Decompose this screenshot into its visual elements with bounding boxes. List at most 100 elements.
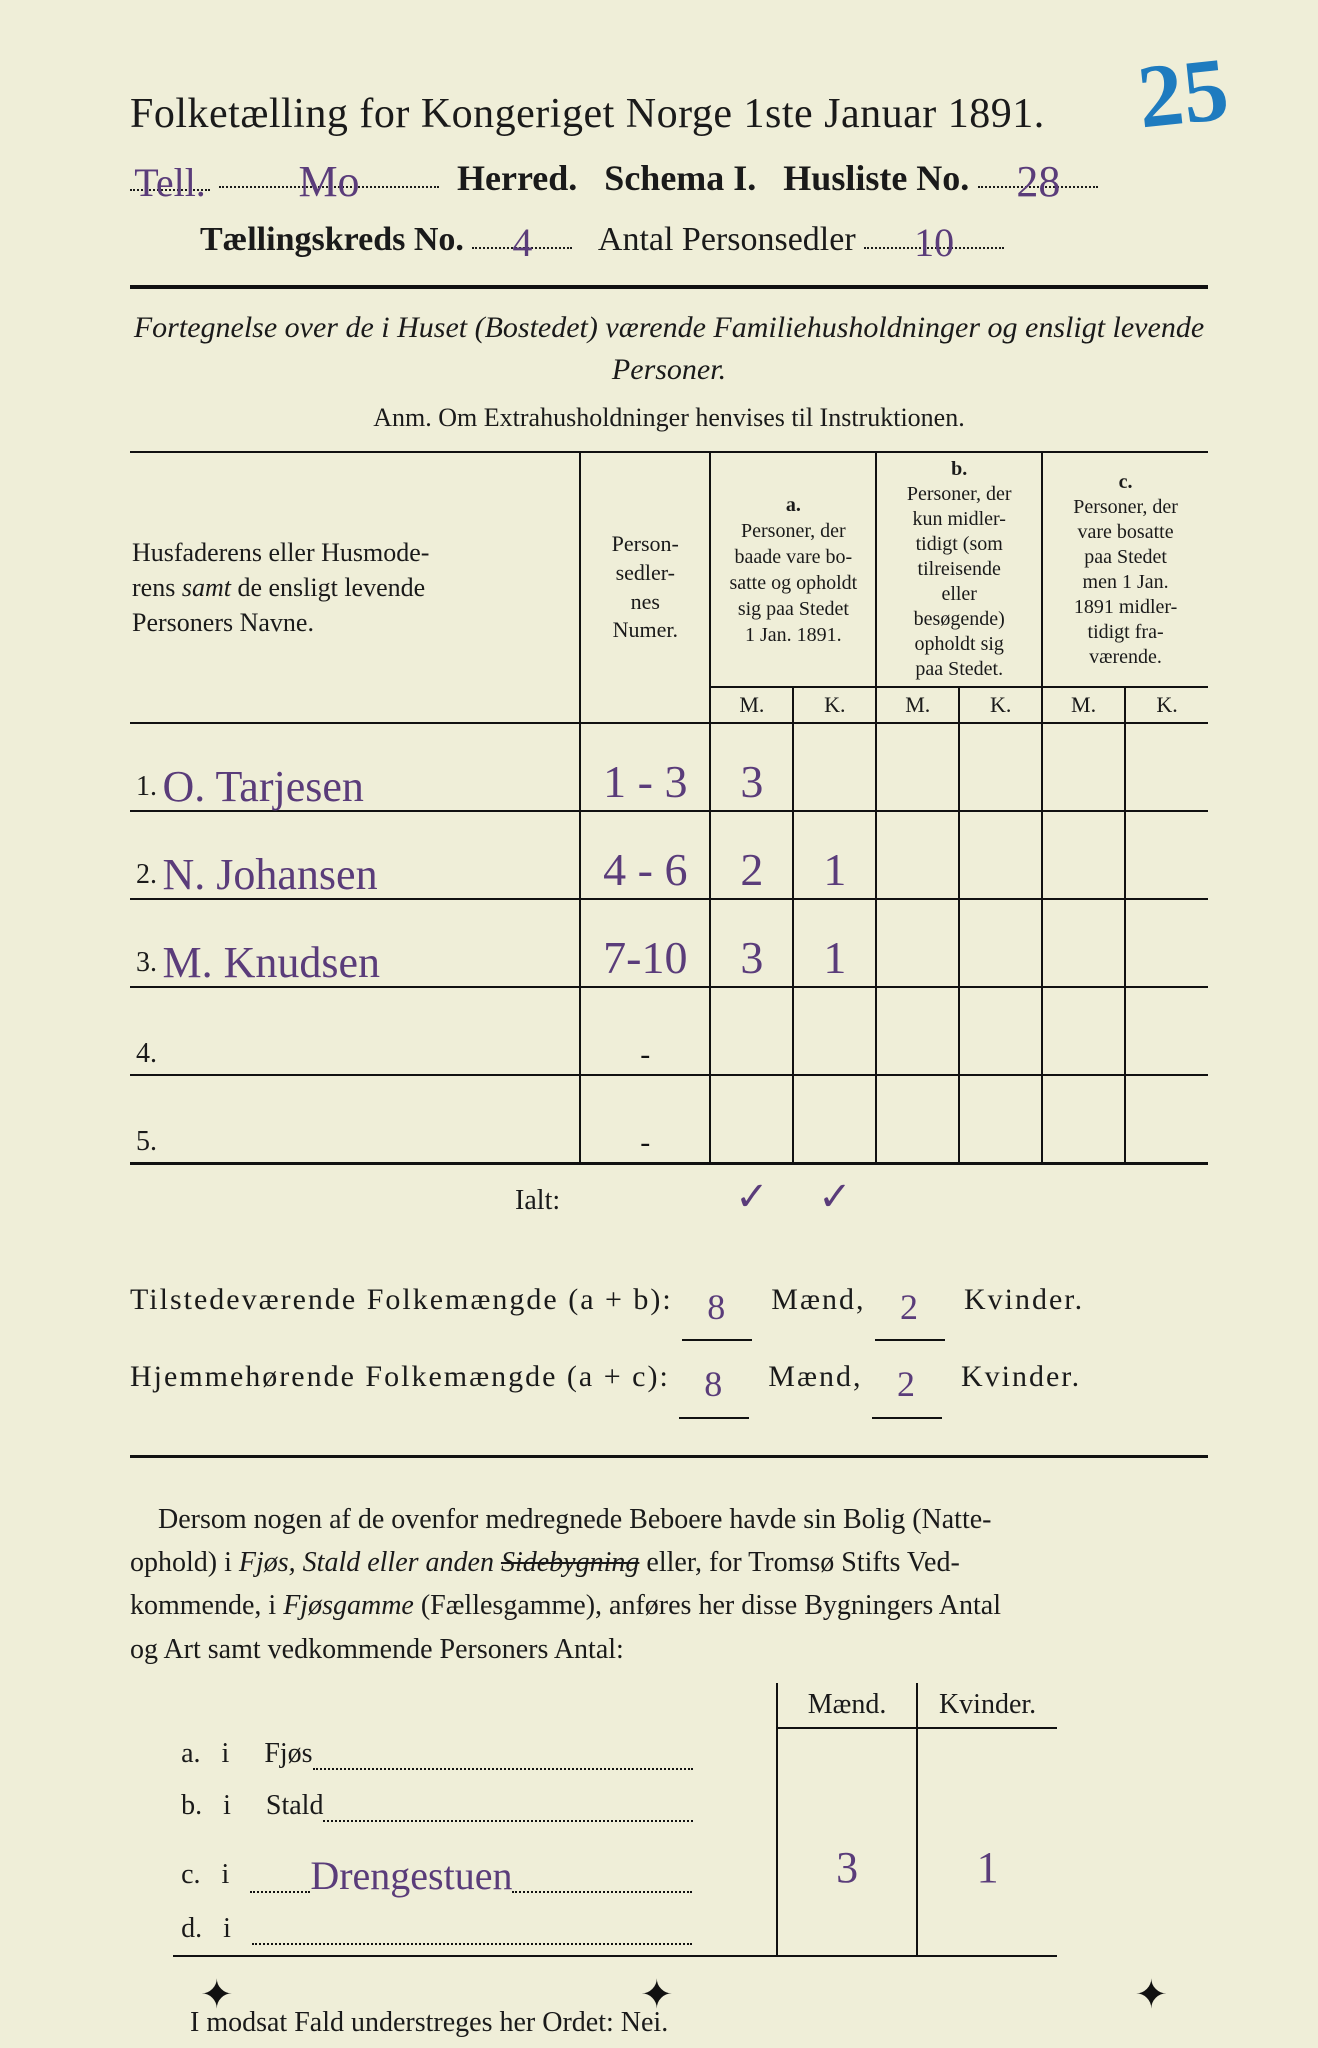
- kreds-label: Tællingskreds No.: [200, 221, 464, 258]
- total-ab-label: Tilstedeværende Folkemængde (a + b):: [130, 1283, 673, 1316]
- table-row: 3. M. Knudsen 7-10 3 1: [130, 899, 1208, 987]
- row-a-m: 2: [710, 811, 793, 899]
- row-c-m: [1042, 811, 1125, 899]
- lower-label: Fjøs: [264, 1738, 312, 1769]
- col-b-text: Personer, derkun midler-tidigt (somtilre…: [907, 483, 1012, 680]
- row-num: 4.: [136, 1038, 157, 1069]
- divider-1: [130, 285, 1208, 289]
- lower-key: d.: [181, 1913, 202, 1944]
- lower-key: c.: [181, 1859, 200, 1890]
- tick-mark: ✓: [793, 1163, 876, 1224]
- col-a-text: Personer, derbaade vare bo-satte og opho…: [729, 520, 857, 646]
- row-c-k: [1125, 811, 1208, 899]
- lower-k: [917, 1728, 1057, 1780]
- lower-key: b.: [181, 1790, 202, 1821]
- row-c-m: [1042, 723, 1125, 811]
- row-c-k: [1125, 723, 1208, 811]
- lower-table: Mænd. Kvinder. a. i Fjøs b. i Stald c. i…: [173, 1683, 1057, 1957]
- lower-label: Stald: [266, 1790, 324, 1821]
- row-b-m: [876, 899, 959, 987]
- kreds-line: Tællingskreds No. 4 Antal Personsedler 1…: [130, 213, 1208, 259]
- husliste-label: Husliste No.: [783, 158, 969, 198]
- row-b-k: [959, 723, 1042, 811]
- maend-label: Mænd,: [771, 1283, 865, 1316]
- divider-2: [130, 1455, 1208, 1458]
- lower-k: 1: [917, 1832, 1057, 1903]
- sub-b-m: M.: [876, 687, 959, 723]
- row-a-k: [793, 723, 876, 811]
- lower-k: [917, 1780, 1057, 1832]
- col-a-label: a.: [786, 494, 801, 516]
- sub-a-k: K.: [793, 687, 876, 723]
- antal-value: 10: [914, 219, 954, 266]
- registration-mark: ✦: [200, 1971, 234, 2018]
- ialt-label: Ialt:: [130, 1163, 580, 1224]
- row-name: O. Tarjesen: [163, 761, 364, 812]
- total-ac-label: Hjemmehørende Folkemængde (a + c):: [130, 1360, 670, 1393]
- registration-mark: ✦: [640, 1971, 674, 2018]
- lower-row: a. i Fjøs: [173, 1728, 1057, 1780]
- lower-m: [777, 1780, 917, 1832]
- row-c-k: [1125, 899, 1208, 987]
- lower-fill: Drengestuen: [310, 1852, 512, 1899]
- herred-value: Mo: [298, 156, 359, 207]
- lower-m: [777, 1728, 917, 1780]
- row-a-m: 3: [710, 723, 793, 811]
- row-personsedler: 7-10: [580, 899, 710, 987]
- lower-i: i: [223, 1913, 231, 1944]
- kvinder-label: Kvinder.: [961, 1360, 1081, 1393]
- sub-c-m: M.: [1042, 687, 1125, 723]
- household-table: Husfaderens eller Husmode-rens samt de e…: [130, 451, 1208, 1224]
- antal-label: Antal Personsedler: [598, 221, 856, 258]
- lower-row: c. i Drengestuen 3 1: [173, 1832, 1057, 1903]
- lower-m: 3: [777, 1832, 917, 1903]
- sub-a-m: M.: [710, 687, 793, 723]
- col-num-header: Person-sedler-nesNumer.: [580, 452, 710, 723]
- lower-i: i: [223, 1790, 231, 1821]
- total-ab-k: 2: [900, 1270, 920, 1346]
- kvinder-label: Kvinder.: [964, 1283, 1084, 1316]
- content-area: Folketælling for Kongeriget Norge 1ste J…: [130, 90, 1208, 2048]
- col-c-label: c.: [1119, 471, 1133, 493]
- maend-label: Mænd,: [768, 1360, 862, 1393]
- lower-i: i: [222, 1859, 230, 1890]
- main-title: Folketælling for Kongeriget Norge 1ste J…: [130, 90, 1208, 138]
- row-b-k: [959, 899, 1042, 987]
- lower-paragraph: Dersom nogen af de ovenfor medregnede Be…: [130, 1498, 1208, 1672]
- lower-head-k: Kvinder.: [917, 1683, 1057, 1728]
- registration-mark: ✦: [1134, 1971, 1168, 2018]
- lower-row: b. i Stald: [173, 1780, 1057, 1832]
- row-b-k: [959, 811, 1042, 899]
- total-ac-m: 8: [704, 1347, 724, 1423]
- herred-label: Herred.: [457, 158, 577, 198]
- row-b-m: [876, 723, 959, 811]
- footer-line: I modsat Fald understreges her Ordet: Ne…: [190, 2007, 1208, 2039]
- lower-k: [917, 1903, 1057, 1956]
- lower-key: a.: [181, 1738, 200, 1769]
- table-row: 2. N. Johansen 4 - 6 2 1: [130, 811, 1208, 899]
- sub-c-k: K.: [1125, 687, 1208, 723]
- kreds-no: 4: [512, 219, 532, 266]
- row-c-m: [1042, 899, 1125, 987]
- tick-mark: ✓: [710, 1163, 793, 1224]
- total-ac-k: 2: [897, 1347, 917, 1423]
- col-b-label: b.: [951, 458, 967, 480]
- struck-word: Sidebygning: [501, 1547, 639, 1578]
- row-num: 2.: [136, 859, 157, 890]
- row-name: N. Johansen: [163, 849, 378, 900]
- lower-head-m: Mænd.: [777, 1683, 917, 1728]
- row-personsedler: 1 - 3: [580, 723, 710, 811]
- row-personsedler: 4 - 6: [580, 811, 710, 899]
- totals-block: Tilstedeværende Folkemængde (a + b): 8 M…: [130, 1260, 1208, 1415]
- sub-b-k: K.: [959, 687, 1042, 723]
- col-c-text: Personer, dervare bosattepaa Stedetmen 1…: [1073, 496, 1178, 668]
- prefix-hand: Tell.: [134, 159, 206, 206]
- lower-m: [777, 1903, 917, 1956]
- row-name: M. Knudsen: [163, 937, 381, 988]
- lower-row: d. i: [173, 1903, 1057, 1956]
- table-row: 1. O. Tarjesen 1 - 3 3: [130, 723, 1208, 811]
- row-a-k: 1: [793, 899, 876, 987]
- intro-text: Fortegnelse over de i Huset (Bostedet) v…: [130, 307, 1208, 391]
- table-row: 5. -: [130, 1075, 1208, 1163]
- total-ab-m: 8: [707, 1270, 727, 1346]
